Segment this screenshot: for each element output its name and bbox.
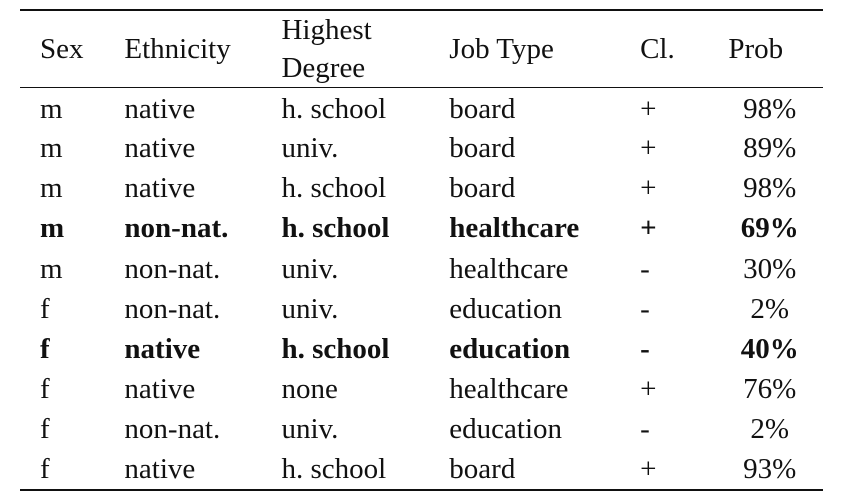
cell-degree: h. school bbox=[281, 333, 390, 366]
cell-job-type: education bbox=[449, 333, 571, 366]
cell-degree: univ. bbox=[281, 292, 339, 325]
cell-degree: h. school bbox=[281, 172, 387, 205]
cell-ethnicity: native bbox=[124, 172, 196, 205]
cell-job-type: board bbox=[449, 93, 516, 125]
header-job-type: Job Type bbox=[449, 33, 554, 65]
header-degree-line2: Degree bbox=[281, 52, 366, 84]
table-header: Sex Ethnicity Highest Degree Job Type Cl… bbox=[20, 10, 823, 88]
cell-class: + bbox=[640, 172, 657, 205]
cell-job-type: healthcare bbox=[449, 212, 580, 245]
cell-ethnicity: non-nat. bbox=[124, 292, 221, 325]
table-row: f native none healthcare +76% bbox=[20, 369, 823, 409]
cell-sex: f bbox=[40, 333, 50, 366]
cell-sex: f bbox=[40, 292, 50, 325]
cell-degree: h. school bbox=[281, 212, 390, 245]
cell-job-type: board bbox=[449, 453, 516, 486]
table-row: m non-nat. h. school healthcare +69% bbox=[20, 208, 823, 248]
cell-job-type: healthcare bbox=[449, 373, 569, 406]
header-prob: Prob bbox=[728, 33, 784, 65]
cell-job-type: education bbox=[449, 292, 563, 325]
cell-degree: none bbox=[281, 373, 338, 406]
cell-sex: f bbox=[40, 453, 50, 486]
cell-prob: 98% bbox=[743, 172, 797, 205]
header-sex: Sex bbox=[40, 33, 84, 65]
cell-degree: univ. bbox=[281, 132, 339, 165]
cell-class: - bbox=[640, 292, 650, 325]
cell-job-type: board bbox=[449, 172, 516, 205]
cell-ethnicity: native bbox=[124, 453, 196, 486]
cell-sex: f bbox=[40, 413, 50, 446]
cell-job-type: healthcare bbox=[449, 252, 569, 285]
cell-class: + bbox=[640, 93, 657, 125]
cell-class: + bbox=[640, 373, 657, 406]
cell-class: - bbox=[640, 333, 650, 366]
cell-prob: 40% bbox=[740, 333, 799, 366]
table-row: f native h. school board +93% bbox=[20, 450, 823, 490]
table-row: m non-nat. univ. healthcare - 30% bbox=[20, 249, 823, 289]
cell-ethnicity: non-nat. bbox=[124, 212, 229, 245]
cell-prob: 69% bbox=[740, 212, 799, 245]
cell-sex: m bbox=[40, 93, 63, 125]
cell-prob: 2% bbox=[750, 413, 790, 446]
header-row: Sex Ethnicity Highest Degree Job Type Cl… bbox=[20, 10, 823, 88]
cell-ethnicity: native bbox=[124, 132, 196, 165]
cell-prob: 89% bbox=[743, 132, 797, 165]
cell-sex: m bbox=[40, 252, 63, 285]
cell-degree: univ. bbox=[281, 413, 339, 446]
table-row: m native h. school board +98% bbox=[20, 168, 823, 208]
cell-sex: f bbox=[40, 373, 50, 406]
table-body: m native h. school board +98% m native univ. boa… bbox=[20, 88, 823, 490]
cell-prob: 93% bbox=[743, 453, 797, 486]
header-class: Cl. bbox=[640, 33, 675, 65]
table-row: f non-nat. univ. education - 2% bbox=[20, 409, 823, 449]
cell-degree: h. school bbox=[281, 93, 387, 125]
cell-ethnicity: non-nat. bbox=[124, 252, 221, 285]
cell-class: + bbox=[640, 212, 657, 245]
cell-class: - bbox=[640, 252, 650, 285]
cell-ethnicity: native bbox=[124, 333, 201, 366]
table-row: f non-nat. univ. education - 2% bbox=[20, 289, 823, 329]
cell-class: - bbox=[640, 413, 650, 446]
table-row: m native univ. board +89% bbox=[20, 128, 823, 168]
cell-prob: 2% bbox=[750, 292, 790, 325]
cell-class: + bbox=[640, 132, 657, 165]
header-highest-degree: Highest Degree bbox=[281, 10, 449, 88]
cell-degree: h. school bbox=[281, 453, 387, 486]
header-ethnicity: Ethnicity bbox=[124, 33, 231, 65]
cell-sex: m bbox=[40, 172, 63, 205]
cell-degree: univ. bbox=[281, 252, 339, 285]
cell-sex: m bbox=[40, 212, 65, 245]
cell-sex: m bbox=[40, 132, 63, 165]
cell-class: + bbox=[640, 453, 657, 486]
cell-job-type: board bbox=[449, 132, 516, 165]
cell-prob: 30% bbox=[743, 252, 797, 285]
cell-ethnicity: native bbox=[124, 93, 196, 125]
header-degree-line1: Highest bbox=[281, 14, 372, 46]
cell-ethnicity: native bbox=[124, 373, 196, 406]
table-row: f native h. school education - 40% bbox=[20, 329, 823, 369]
cell-prob: 98% bbox=[743, 93, 797, 125]
cell-job-type: education bbox=[449, 413, 563, 446]
cell-prob: 76% bbox=[743, 373, 797, 406]
data-table: Sex Ethnicity Highest Degree Job Type Cl… bbox=[20, 9, 823, 491]
cell-ethnicity: non-nat. bbox=[124, 413, 221, 446]
table-row: m native h. school board +98% bbox=[20, 88, 823, 129]
